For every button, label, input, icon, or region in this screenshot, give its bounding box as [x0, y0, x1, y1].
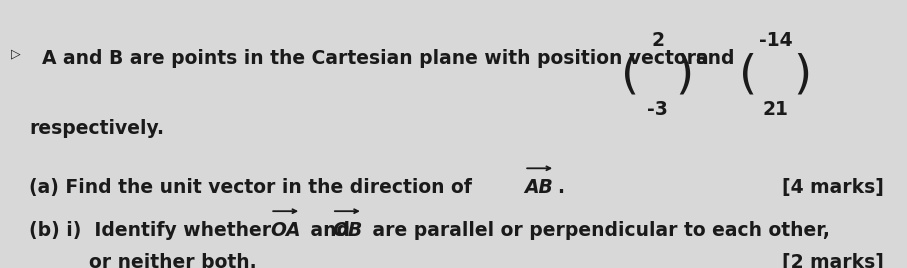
Text: are parallel or perpendicular to each other,: are parallel or perpendicular to each ot… — [366, 221, 829, 240]
Text: and: and — [304, 221, 356, 240]
Text: -14: -14 — [758, 31, 793, 50]
Text: [2 marks]: [2 marks] — [783, 253, 884, 268]
Text: (: ( — [621, 53, 639, 98]
Text: and: and — [695, 50, 735, 68]
Text: respectively.: respectively. — [29, 119, 164, 138]
Text: -3: -3 — [647, 100, 668, 119]
Text: (b) i)  Identify whether: (b) i) Identify whether — [29, 221, 278, 240]
Text: ▷: ▷ — [11, 47, 21, 60]
Text: 2: 2 — [651, 31, 664, 50]
Text: [4 marks]: [4 marks] — [783, 178, 884, 197]
Text: 21: 21 — [763, 100, 788, 119]
Text: A and B are points in the Cartesian plane with position vectors: A and B are points in the Cartesian plan… — [29, 50, 707, 68]
Text: AB: AB — [524, 178, 553, 197]
Text: .: . — [557, 178, 564, 197]
Text: ): ) — [676, 53, 694, 98]
Text: (a) Find the unit vector in the direction of: (a) Find the unit vector in the directio… — [29, 178, 478, 197]
Text: or neither both.: or neither both. — [89, 253, 257, 268]
Text: (: ( — [739, 53, 757, 98]
Text: OB: OB — [332, 221, 362, 240]
Text: ): ) — [794, 53, 812, 98]
Text: OA: OA — [270, 221, 301, 240]
